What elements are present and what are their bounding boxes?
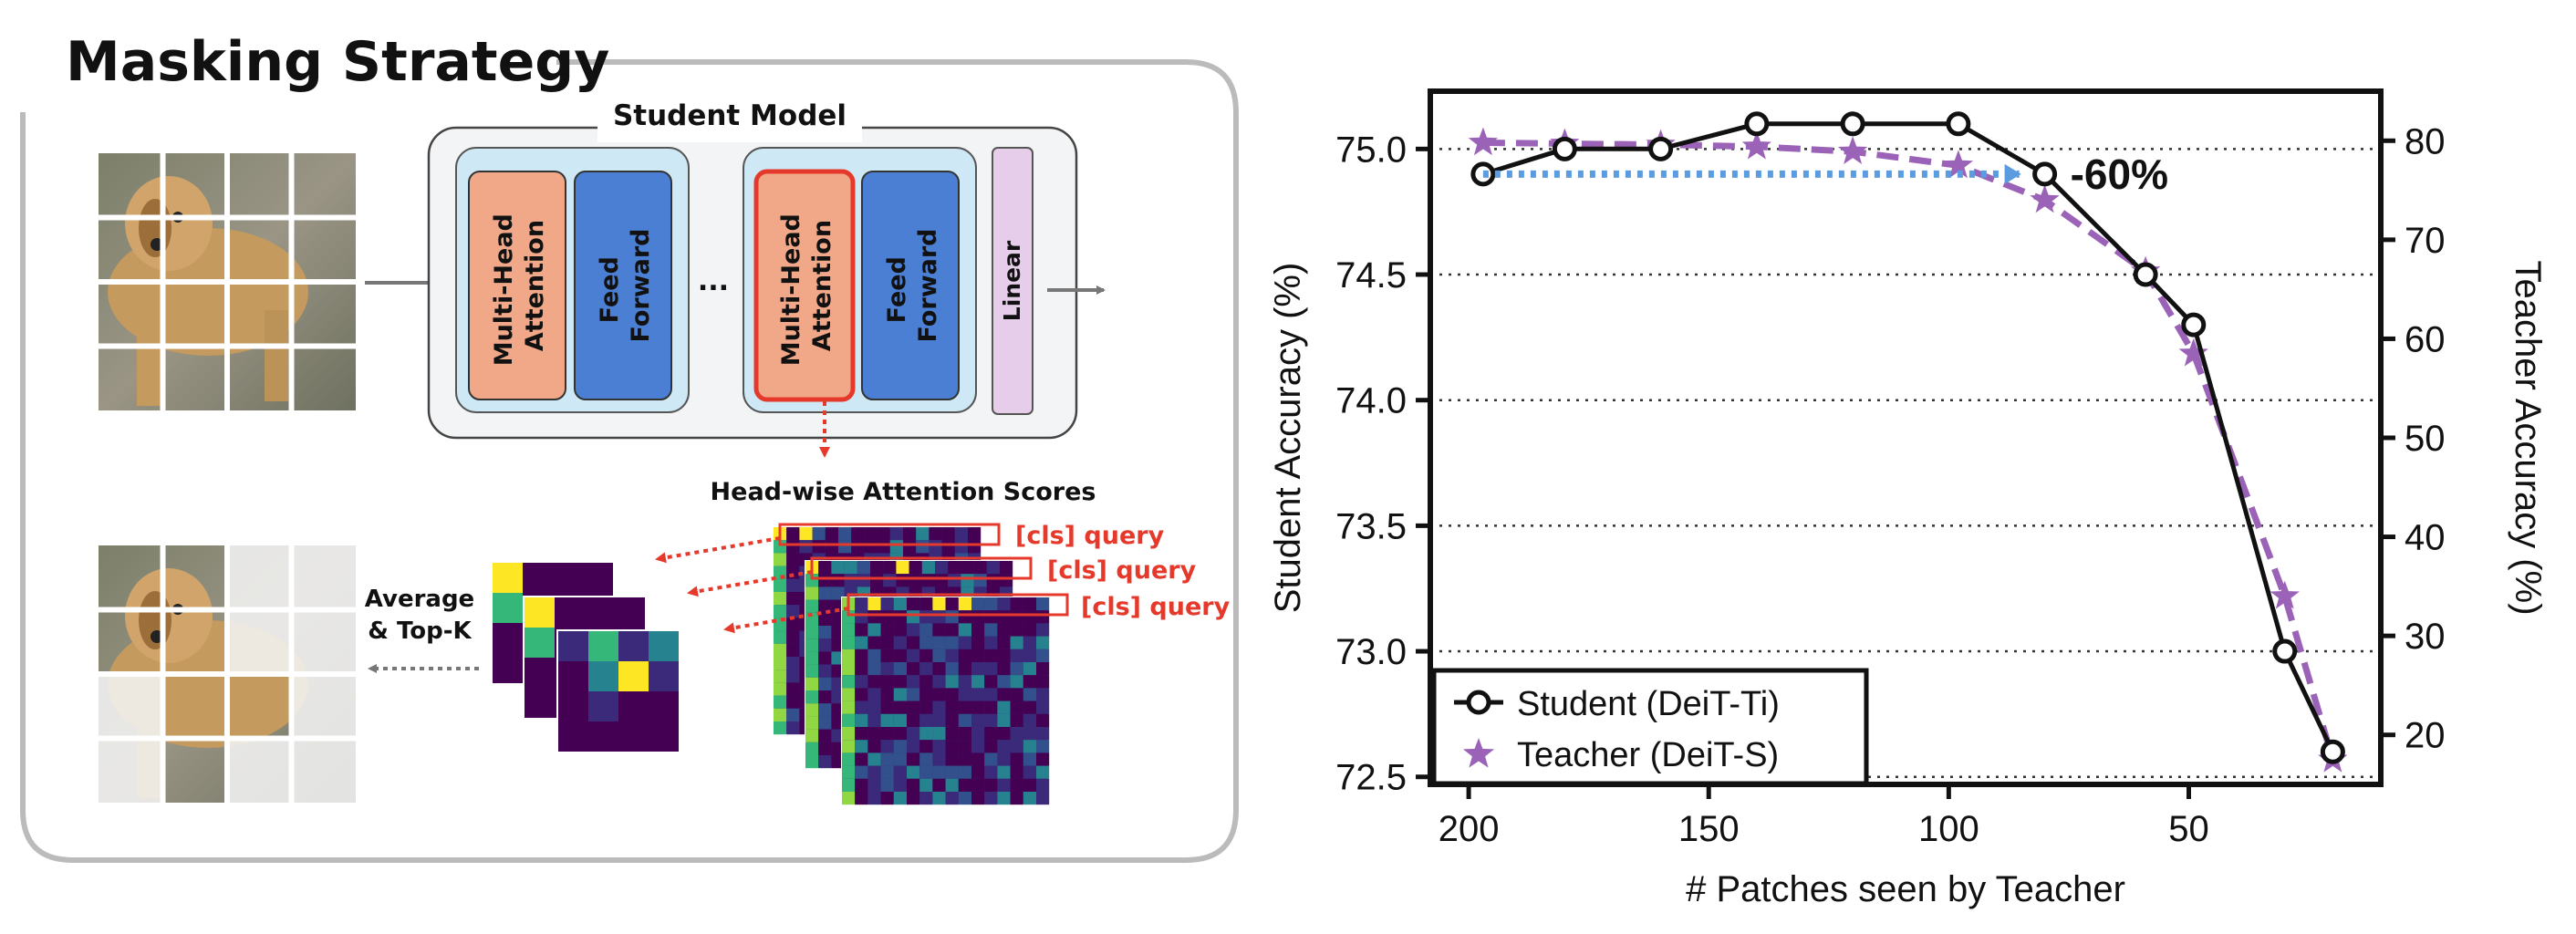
student-point: [1946, 111, 1971, 137]
teacher-point: [2178, 337, 2208, 367]
panel-frame: [20, 59, 1239, 863]
y2-axis-label: Teacher Accuracy (%): [2508, 260, 2548, 615]
cls-box-3: [847, 593, 1069, 617]
mha-block-n-highlighted: [753, 169, 856, 402]
arrow-head-2: [687, 570, 813, 597]
series: [1468, 111, 2348, 773]
teacher-point: [1943, 150, 1974, 179]
ff-block-n: [861, 171, 960, 400]
masking-strategy-panel: Masking Strategy Student Model Multi-Hea…: [20, 30, 1239, 863]
teacher-point: [1468, 127, 1499, 156]
x-tick-label: 100: [1918, 809, 1979, 849]
x-tick-label: 150: [1678, 809, 1740, 849]
cls-query-label-1: [cls] query: [1015, 522, 1165, 550]
student-point: [2320, 739, 2345, 764]
masked-patch-grid: [99, 545, 356, 803]
mha-label-1: Multi-Head Attention: [490, 205, 549, 367]
y2-tick-label: 60: [2405, 319, 2446, 359]
cls-box-2: [810, 556, 1033, 580]
legend-marker-teacher: [1462, 738, 1495, 768]
ff-label-n: Feed Forward: [883, 228, 942, 342]
teacher-point: [1741, 130, 1771, 160]
student-point: [2032, 161, 2058, 187]
x-tick-label: 200: [1439, 809, 1500, 849]
legend-label-teacher: Teacher (DeiT-S): [1517, 736, 1779, 774]
accuracy-chart: 200 150 100 50 72.5 73.0 73.5 74.0 74.5 75.0 20 3…: [1268, 88, 2548, 909]
average-label: Average: [365, 586, 474, 613]
annotation: -60%: [1482, 150, 2168, 198]
student-model-label-bg: [597, 99, 862, 142]
panel-title: Masking Strategy: [66, 30, 609, 94]
teacher-point: [2030, 184, 2060, 213]
mha-block-1: [468, 171, 566, 400]
y-tick-label: 73.5: [1335, 506, 1407, 546]
y-axis-left: 72.5 73.0 73.5 74.0 74.5 75.0: [1335, 130, 1430, 798]
block-ellipsis: ...: [698, 265, 729, 297]
student-model-label: Student Model: [613, 99, 847, 132]
teacher-point: [2270, 580, 2300, 609]
reduction-label: -60%: [2071, 150, 2168, 198]
student-point: [1744, 111, 1770, 137]
linear-label: Linear: [999, 240, 1025, 321]
y-tick-label: 73.0: [1335, 632, 1407, 672]
y-tick-label: 75.0: [1335, 130, 1407, 170]
cls-query-label-2: [cls] query: [1047, 556, 1197, 585]
attention-maps: [773, 526, 1051, 806]
student-point: [2181, 312, 2207, 337]
attention-scores-title: Head-wise Attention Scores: [711, 478, 1096, 506]
y-tick-label: 72.5: [1335, 758, 1407, 798]
linear-block: [992, 147, 1034, 415]
legend: Student (DeiT-Ti) Teacher (DeiT-S): [1431, 668, 1869, 786]
student-point: [2272, 638, 2298, 664]
legend-label-student: Student (DeiT-Ti): [1517, 685, 1780, 723]
student-point: [1552, 136, 1577, 161]
topk-label: & Top-K: [368, 617, 472, 645]
student-point: [1648, 136, 1674, 161]
y2-tick-label: 20: [2405, 716, 2446, 756]
legend-marker-student: [1466, 690, 1491, 715]
ff-label-1: Feed Forward: [596, 228, 655, 342]
y-tick-label: 74.0: [1335, 381, 1407, 421]
mask-overlay: [99, 545, 356, 803]
y2-tick-label: 30: [2405, 617, 2446, 657]
arrow-head-3: [723, 607, 849, 634]
y2-tick-label: 70: [2405, 221, 2446, 261]
student-point: [2133, 262, 2158, 287]
y2-tick-label: 50: [2405, 419, 2446, 459]
cls-query-label-3: [cls] query: [1081, 593, 1231, 621]
y-tick-label: 74.5: [1335, 255, 1407, 296]
student-line: [1482, 121, 2335, 753]
arrow-head-1: [655, 536, 781, 564]
mha-label-n: Multi-Head Attention: [777, 205, 836, 367]
ff-block-1: [574, 171, 672, 400]
y2-tick-label: 40: [2405, 518, 2446, 558]
grid: [1430, 148, 2381, 778]
head-score-maps: [491, 561, 680, 753]
student-point: [1840, 111, 1865, 137]
cls-box-1: [778, 523, 1001, 546]
y-axis-right: 20 30 40 50 60 70 80: [2381, 121, 2446, 756]
y2-tick-label: 80: [2405, 121, 2446, 161]
teacher-point: [1837, 136, 1868, 164]
teacher-line: [1482, 140, 2336, 761]
patch-grid: [99, 153, 356, 410]
y-axis-label: Student Accuracy (%): [1268, 263, 1308, 614]
x-axis: 200 150 100 50: [1439, 784, 2209, 849]
x-axis-label: # Patches seen by Teacher: [1686, 869, 2125, 909]
legend-box: [1431, 668, 1869, 786]
x-tick-label: 50: [2168, 809, 2209, 849]
